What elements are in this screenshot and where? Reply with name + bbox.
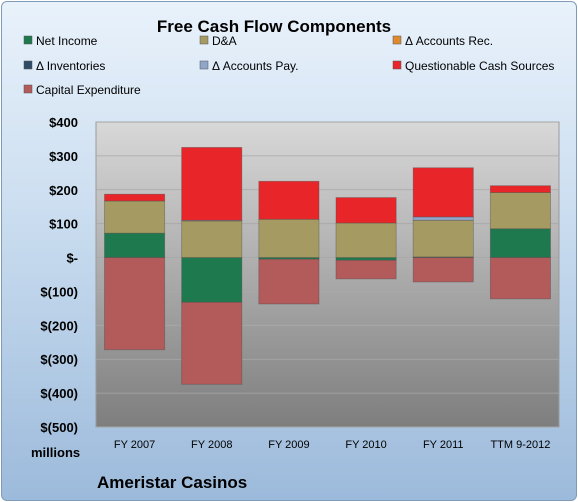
y-axis: $400 $300 $200 $100 $- $(100) $(200) $(300) $(40… xyxy=(40,115,78,435)
bar-capital-expenditure-ttm-9-2012 xyxy=(489,257,551,300)
x-tick-label: FY 2010 xyxy=(345,439,386,451)
legend-label-accounts-rec: Δ Accounts Rec. xyxy=(405,34,493,48)
y-tick-label: $- xyxy=(66,251,78,266)
legend-label-net-income: Net Income xyxy=(36,34,98,48)
y-tick-label: $(200) xyxy=(40,318,78,333)
bar-questionable-cash-sources-fy-2008 xyxy=(181,147,243,221)
bar-questionable-cash-sources-fy-2007 xyxy=(104,193,166,202)
legend-label-capital-expenditure: Capital Expenditure xyxy=(36,83,141,97)
company-name: Ameristar Casinos xyxy=(97,473,247,492)
bar-capital-expenditure-fy-2007 xyxy=(104,257,166,351)
bar-accounts-pay-fy-2011 xyxy=(412,216,474,221)
y-tick-label: $(500) xyxy=(40,420,78,435)
legend-swatch-net-income xyxy=(23,35,33,45)
x-tick-label: FY 2008 xyxy=(191,439,232,451)
bar-d-a-fy-2011 xyxy=(412,219,474,258)
bar-net-income-ttm-9-2012 xyxy=(489,228,551,258)
bar-d-a-fy-2009 xyxy=(258,218,320,258)
legend: Net Income D&A Δ Accounts Rec. Δ Inventorie… xyxy=(23,34,554,97)
legend-swatch-inventories xyxy=(23,60,33,70)
bar-net-income-fy-2007 xyxy=(104,232,166,258)
bar-capital-expenditure-fy-2008 xyxy=(181,301,243,385)
legend-swatch-questionable-cash-sources xyxy=(392,60,402,70)
legend-swatch-capital-expenditure xyxy=(23,84,33,94)
unit-label: millions xyxy=(31,445,80,460)
y-tick-label: $400 xyxy=(49,115,78,130)
legend-label-questionable-cash-sources: Questionable Cash Sources xyxy=(405,59,554,73)
bar-capital-expenditure-fy-2011 xyxy=(412,257,474,283)
y-tick-label: $200 xyxy=(49,183,78,198)
bar-d-a-fy-2010 xyxy=(335,222,397,258)
legend-label-d-a: D&A xyxy=(212,34,237,48)
legend-label-inventories: Δ Inventories xyxy=(36,59,105,73)
x-axis: FY 2007 FY 2008 FY 2009 FY 2010 FY 2011 TTM 9… xyxy=(114,439,550,451)
bar-questionable-cash-sources-fy-2009 xyxy=(258,180,320,220)
bar-d-a-ttm-9-2012 xyxy=(489,192,551,230)
y-tick-label: $(300) xyxy=(40,352,78,367)
x-tick-label: FY 2009 xyxy=(268,439,309,451)
bar-net-income-fy-2010 xyxy=(335,257,397,261)
bar-d-a-fy-2008 xyxy=(181,220,243,258)
bar-d-a-fy-2007 xyxy=(104,200,166,234)
x-tick-label: FY 2011 xyxy=(423,439,464,451)
y-tick-label: $100 xyxy=(49,217,78,232)
bar-capital-expenditure-fy-2010 xyxy=(335,259,397,280)
chart-title: Free Cash Flow Components xyxy=(157,17,391,36)
legend-swatch-d-a xyxy=(199,35,209,45)
x-tick-label: TTM 9-2012 xyxy=(490,439,550,451)
x-tick-label: FY 2007 xyxy=(114,439,155,451)
bar-questionable-cash-sources-ttm-9-2012 xyxy=(489,185,551,193)
plot-area xyxy=(95,121,560,428)
bar-net-income-fy-2008 xyxy=(181,257,243,303)
bar-capital-expenditure-fy-2009 xyxy=(258,258,320,305)
y-tick-label: $300 xyxy=(49,149,78,164)
grid-lines xyxy=(96,121,559,428)
bar-questionable-cash-sources-fy-2010 xyxy=(335,197,397,224)
legend-label-accounts-pay: Δ Accounts Pay. xyxy=(212,59,299,73)
legend-swatch-accounts-pay xyxy=(199,60,209,70)
y-tick-label: $(100) xyxy=(40,284,78,299)
bars xyxy=(104,147,551,385)
y-tick-label: $(400) xyxy=(40,386,78,401)
legend-swatch-accounts-rec xyxy=(392,35,402,45)
bar-questionable-cash-sources-fy-2011 xyxy=(412,167,474,218)
